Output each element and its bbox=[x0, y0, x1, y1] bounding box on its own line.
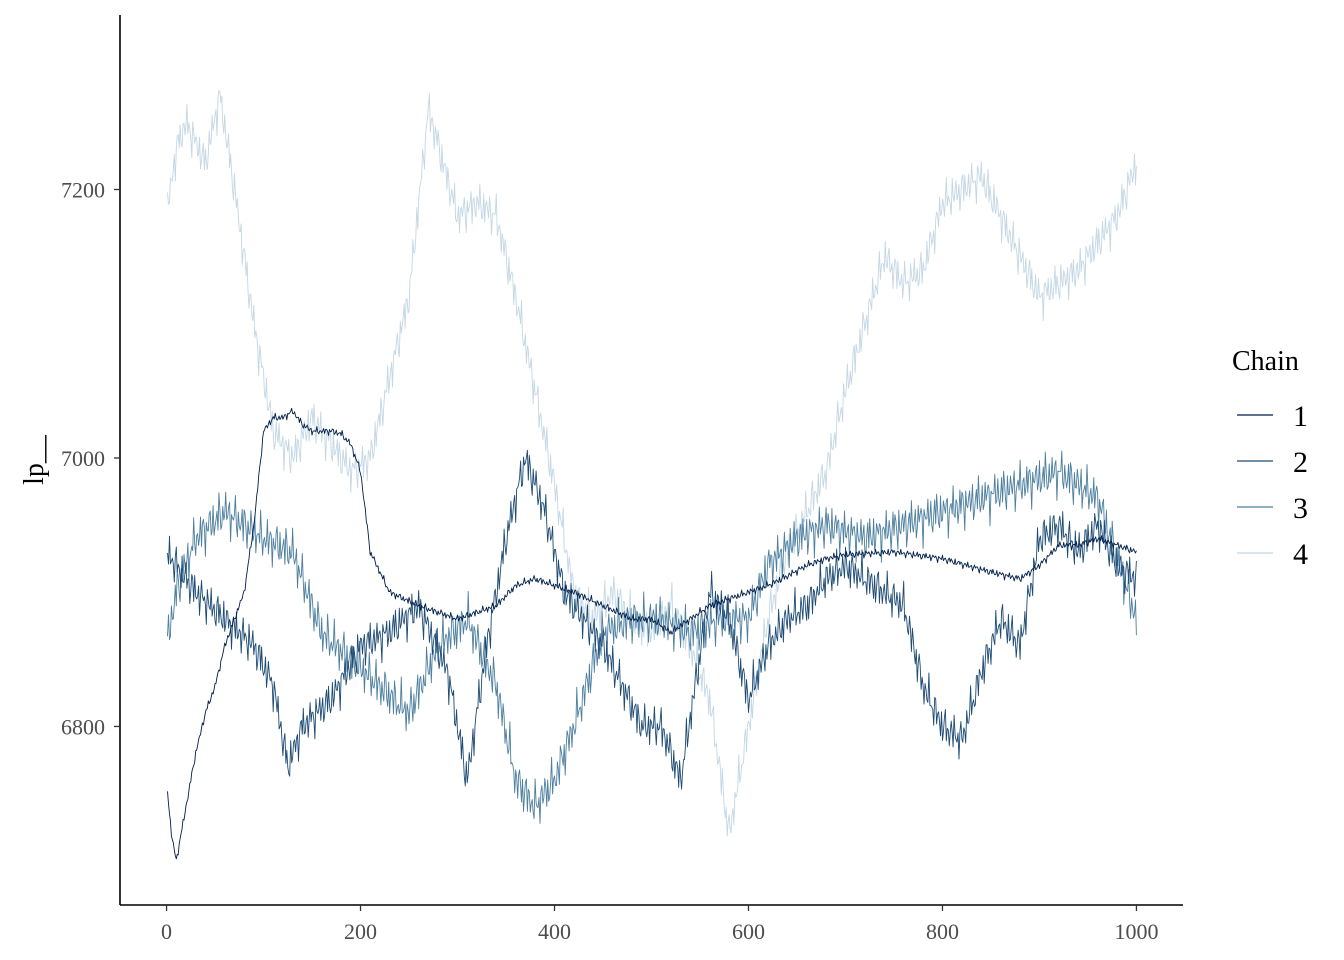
legend-title: Chain bbox=[1232, 346, 1299, 377]
legend: Chain 1 2 3 4 bbox=[1232, 346, 1308, 571]
chain-4-trace bbox=[167, 89, 1137, 837]
legend-label-chain-4: 4 bbox=[1293, 538, 1308, 571]
chain-1-trace bbox=[167, 407, 1137, 860]
x-tick-label: 800 bbox=[926, 919, 959, 944]
legend-items: 1 2 3 4 bbox=[1237, 400, 1308, 571]
x-ticks: 0 200 400 600 800 1000 bbox=[161, 905, 1158, 944]
x-tick-label: 0 bbox=[161, 919, 172, 944]
y-ticks: 6800 7000 7200 bbox=[61, 178, 120, 739]
chain-2-trace bbox=[167, 449, 1137, 790]
x-tick-label: 400 bbox=[538, 919, 571, 944]
legend-label-chain-2: 2 bbox=[1293, 446, 1308, 479]
legend-label-chain-1: 1 bbox=[1293, 400, 1308, 433]
y-tick-label: 7200 bbox=[61, 178, 105, 203]
x-tick-label: 600 bbox=[732, 919, 765, 944]
y-axis-title: lp__ bbox=[19, 434, 50, 485]
chain-3-trace bbox=[167, 450, 1137, 824]
legend-label-chain-3: 3 bbox=[1293, 492, 1308, 525]
y-tick-label: 6800 bbox=[61, 714, 105, 739]
y-tick-label: 7000 bbox=[61, 446, 105, 471]
x-tick-label: 1000 bbox=[1114, 919, 1158, 944]
x-tick-label: 200 bbox=[344, 919, 377, 944]
series-layer bbox=[167, 89, 1137, 860]
